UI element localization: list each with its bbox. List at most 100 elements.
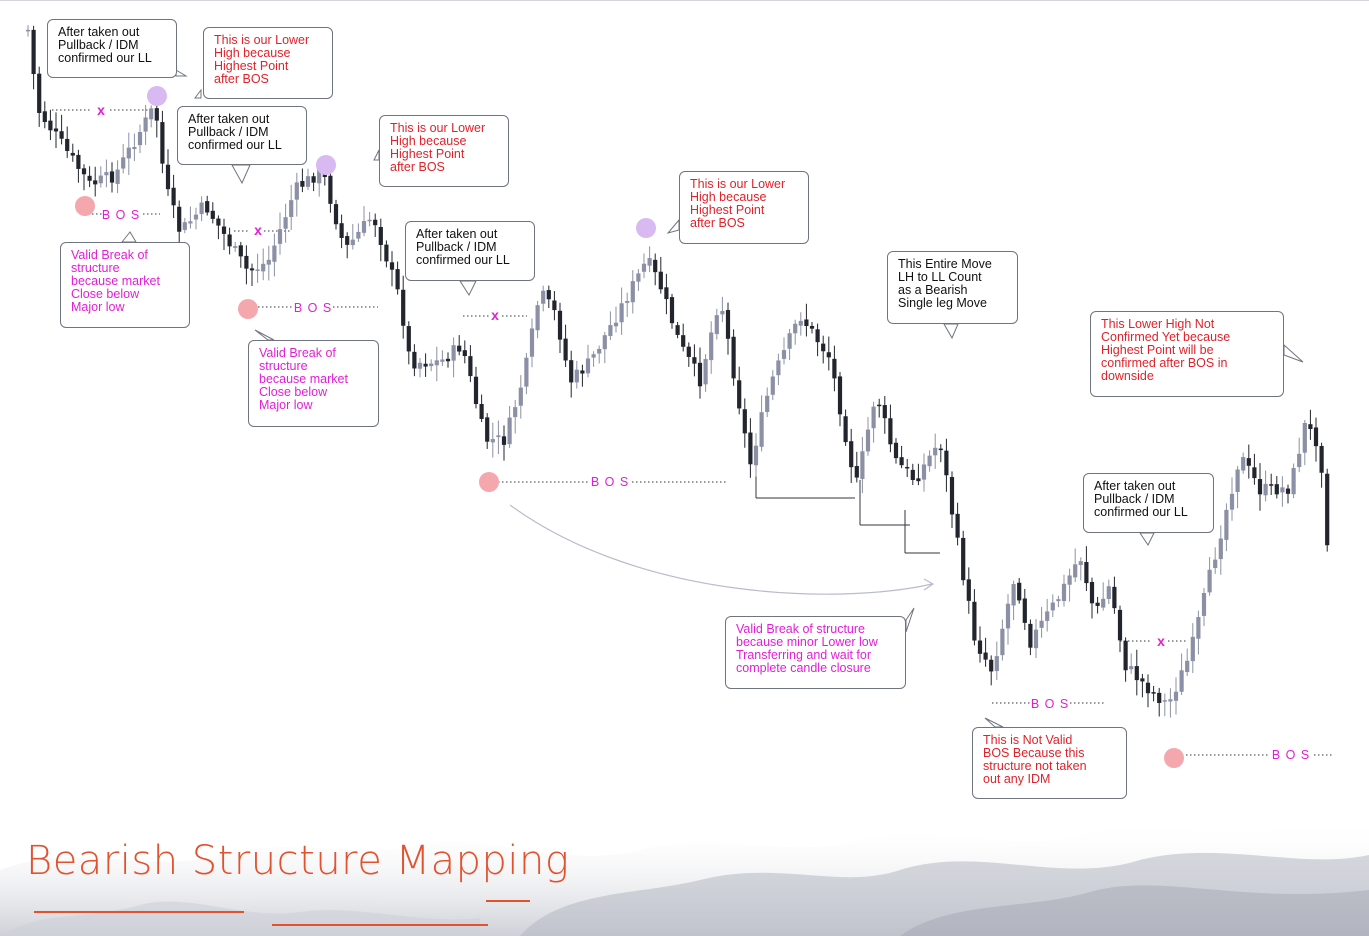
callout-lower-high-1: This is our Lower High because Highest P… [203, 27, 333, 99]
bear-candle [1151, 692, 1156, 694]
bull-candle [1000, 628, 1005, 656]
bull-candle [1168, 699, 1173, 702]
bull-candle [233, 246, 238, 248]
bull-candle [994, 656, 999, 672]
bull-candle [98, 175, 103, 184]
bull-candle [1263, 483, 1268, 496]
bear-candle [1257, 479, 1263, 495]
bull-candle [720, 311, 725, 315]
bear-candle [1274, 484, 1279, 495]
bull-candle [104, 172, 109, 176]
bear-candle [675, 325, 680, 335]
bear-candle [563, 338, 568, 361]
bull-candle [524, 357, 529, 387]
bear-candle [748, 432, 753, 465]
bear-candle [1112, 586, 1117, 609]
bull-candle [350, 239, 355, 246]
bear-candle [1123, 640, 1128, 671]
bear-candle [311, 176, 316, 183]
bear-candle [546, 290, 551, 300]
bull-candle [182, 222, 187, 230]
bull-candle [709, 332, 714, 361]
bos-label: B O S [591, 475, 629, 489]
bear-candle [877, 404, 882, 407]
bear-candle [966, 579, 971, 601]
callout-pointer [175, 69, 188, 77]
transfer-arrow [509, 504, 933, 595]
callout-pointer [254, 329, 275, 341]
bear-candle [406, 326, 411, 352]
bear-candle [1095, 602, 1100, 606]
idm-x-marker: x [1157, 633, 1165, 649]
bull-candle [356, 231, 361, 239]
bear-candle [983, 652, 988, 660]
bear-candle [300, 181, 305, 187]
bear-candle [843, 416, 848, 443]
bull-candle [1235, 469, 1240, 493]
bear-candle [333, 204, 339, 225]
bull-candle [1190, 636, 1195, 662]
bull-candle [1185, 660, 1190, 673]
bear-candle [328, 175, 333, 204]
bull-candle [597, 348, 602, 354]
bull-candle [1302, 422, 1307, 453]
bull-candle [132, 147, 137, 150]
bear-candle [1140, 678, 1145, 682]
bear-candle [249, 268, 255, 271]
callout-pointer [120, 231, 137, 243]
bear-candle [658, 271, 663, 290]
bear-candle [479, 403, 484, 419]
bear-candle [401, 289, 406, 326]
bear-candle [227, 234, 232, 247]
bull-candle [149, 108, 154, 120]
bull-candle [361, 221, 367, 233]
bull-candle [188, 221, 193, 224]
bull-candle [1207, 569, 1212, 593]
bull-candle [619, 303, 624, 323]
bear-candle [725, 310, 731, 339]
bear-candle [882, 405, 887, 419]
bear-candle [177, 206, 182, 232]
title-underline-1 [34, 911, 244, 913]
bear-candle [412, 351, 417, 369]
candlestick-chart: x x x x B O S B O S B O S B O S B O S [0, 0, 1369, 768]
bull-candle [1280, 487, 1285, 493]
bear-candle [1246, 458, 1251, 466]
bear-candle [1252, 467, 1257, 479]
bear-candle [552, 300, 557, 311]
bull-candle [1196, 617, 1201, 639]
bear-candle [849, 441, 854, 468]
bear-candle [905, 466, 910, 469]
bear-candle [580, 370, 585, 374]
bull-candle [1129, 666, 1134, 670]
bear-candle [109, 171, 115, 183]
transfer-arrowhead [923, 578, 935, 591]
bull-candle [434, 360, 439, 366]
bull-candle [1039, 620, 1044, 628]
bear-candle [804, 319, 809, 327]
bear-candle [888, 418, 893, 445]
bear-candle [826, 352, 831, 358]
bull-candle [608, 325, 613, 336]
bull-candle [613, 322, 619, 327]
bull-candle [25, 29, 31, 32]
bull-candle [1050, 602, 1055, 611]
callout-pointer [943, 323, 959, 340]
bull-candle [277, 229, 283, 244]
bull-candle [591, 354, 596, 358]
bear-candle [1022, 598, 1027, 623]
bear-candle [854, 466, 859, 478]
bull-candle [714, 315, 719, 335]
bull-candle [1045, 611, 1050, 621]
callout-not-valid-bos: This is Not Valid BOS Because this struc… [972, 727, 1127, 799]
bear-candle [955, 513, 960, 538]
bear-candle [423, 363, 428, 367]
bear-candle [160, 122, 165, 164]
bull-candle [137, 132, 143, 146]
bull-candle [513, 407, 518, 418]
bear-candle [910, 469, 915, 481]
bull-candle [933, 447, 938, 456]
bear-candle [378, 226, 383, 245]
bull-candle [625, 301, 630, 303]
idm-x-marker: x [97, 102, 105, 118]
